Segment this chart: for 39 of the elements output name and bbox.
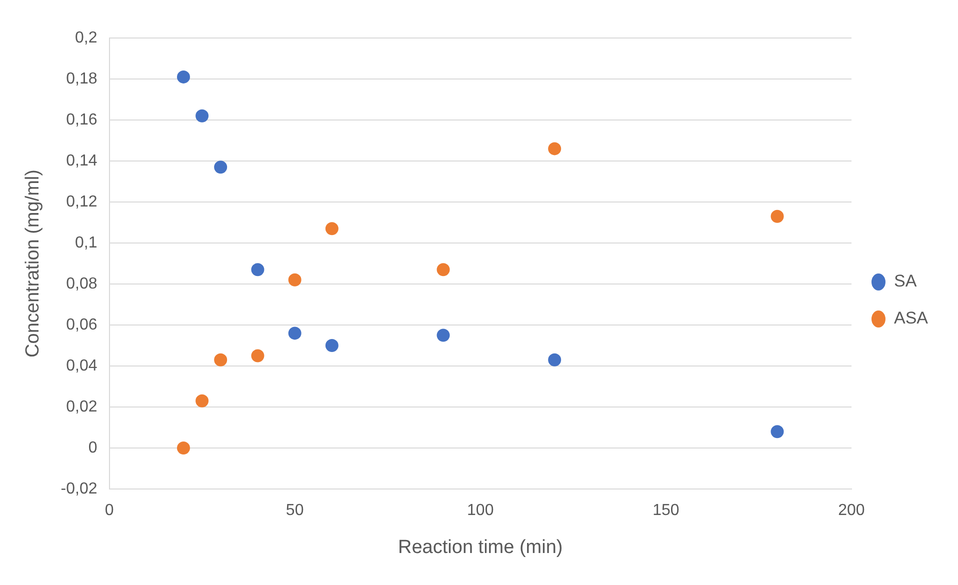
y-axis-title: Concentration (mg/ml) — [22, 170, 44, 358]
y-tick-label: 0,14 — [66, 152, 98, 170]
y-tick-label: 0,18 — [66, 70, 98, 88]
x-tick-label: 100 — [467, 502, 494, 520]
point — [288, 273, 302, 286]
point — [251, 349, 264, 362]
y-tick-label: 0 — [88, 439, 98, 456]
x-axis-title: Reaction time (min) — [398, 536, 563, 558]
x-tick-label: 150 — [652, 502, 680, 520]
y-tick-label: -0,02 — [60, 480, 98, 498]
point — [548, 353, 562, 366]
point — [176, 442, 190, 454]
legend-label: ASA — [894, 308, 929, 328]
y-tick-label: 0,2 — [75, 29, 98, 46]
y-tick-label: 0,1 — [75, 234, 98, 252]
point — [325, 339, 338, 352]
point — [196, 109, 209, 122]
point — [436, 263, 450, 276]
point — [288, 326, 302, 340]
y-tick-label: 0,12 — [66, 193, 98, 210]
legend-label: SA — [894, 272, 918, 291]
point — [176, 70, 190, 84]
point — [251, 263, 264, 276]
y-tick-label: 0,16 — [66, 111, 98, 128]
y-tick-label: 0,06 — [66, 316, 98, 334]
x-tick-label: 0 — [104, 502, 114, 520]
point — [548, 142, 562, 156]
point — [770, 425, 784, 438]
point — [325, 222, 338, 236]
point — [214, 160, 228, 174]
x-tick-label: 50 — [286, 502, 304, 520]
point — [196, 394, 209, 408]
point — [436, 328, 450, 342]
point — [214, 353, 228, 366]
y-tick-label: 0,02 — [66, 398, 98, 416]
x-tick-label: 200 — [838, 502, 865, 520]
point — [770, 210, 784, 223]
y-tick-label: 0,04 — [66, 357, 98, 374]
y-tick-label: 0,08 — [66, 275, 98, 292]
